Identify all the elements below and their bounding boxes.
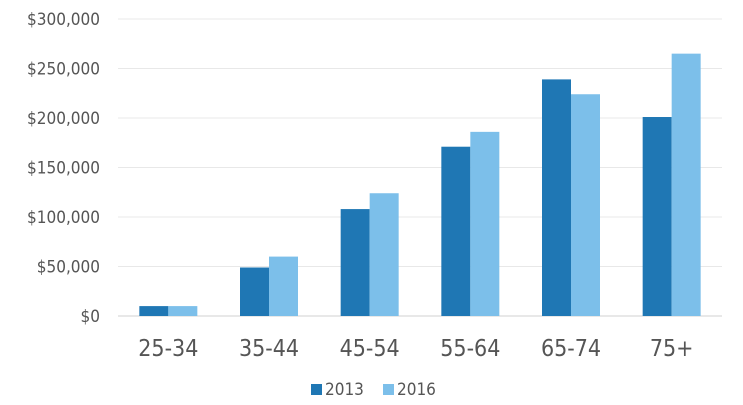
bar-2013-45-54 xyxy=(340,209,370,316)
bar-2013-75+ xyxy=(642,117,672,316)
y-axis-ticks: $0 $50,000 $100,000 $150,000 $200,000 $250,00… xyxy=(27,10,100,327)
y-tick-label: $250,000 xyxy=(27,60,100,80)
bar-2013-35-44 xyxy=(240,267,269,316)
legend-swatch-2013 xyxy=(311,384,322,395)
x-tick-label: 75+ xyxy=(650,336,694,362)
bar-2013-65-74 xyxy=(542,79,571,316)
x-tick-label: 35-44 xyxy=(239,336,299,362)
x-tick-label: 55-64 xyxy=(440,336,500,362)
x-tick-label: 45-54 xyxy=(340,336,400,362)
bar-2013-55-64 xyxy=(441,146,471,316)
y-tick-label: $0 xyxy=(81,307,100,327)
y-tick-label: $150,000 xyxy=(27,159,100,179)
x-tick-label: 25-34 xyxy=(138,336,198,362)
grid-lines xyxy=(118,18,722,317)
legend-swatch-2016 xyxy=(383,384,394,395)
legend-label: 2013 xyxy=(325,380,364,400)
y-tick-label: $100,000 xyxy=(27,208,100,228)
bar-2013-25-34 xyxy=(139,306,169,316)
bar-2016-75+ xyxy=(671,53,701,317)
bar-2016-65-74 xyxy=(571,94,600,317)
legend: 2013 2016 xyxy=(311,380,436,400)
bar-2016-25-34 xyxy=(168,306,198,316)
bars xyxy=(139,53,701,317)
bar-2016-45-54 xyxy=(369,193,399,316)
x-axis-ticks: 25-34 35-44 45-54 55-64 65-74 75+ xyxy=(138,336,693,362)
y-tick-label: $300,000 xyxy=(27,10,100,30)
bar-2016-35-44 xyxy=(269,256,298,316)
bar-2016-55-64 xyxy=(470,131,500,316)
y-tick-label: $200,000 xyxy=(27,109,100,129)
y-tick-label: $50,000 xyxy=(37,258,100,278)
legend-label: 2016 xyxy=(397,380,436,400)
x-tick-label: 65-74 xyxy=(541,336,601,362)
